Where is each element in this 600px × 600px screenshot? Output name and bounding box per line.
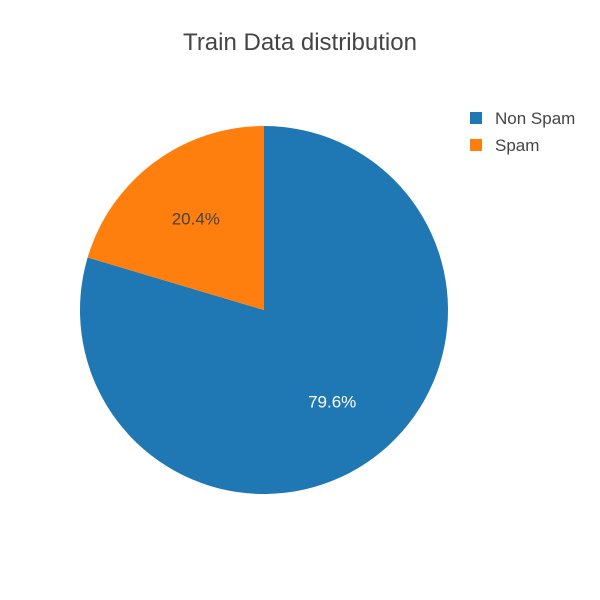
- legend-label-non-spam: Non Spam: [495, 109, 575, 128]
- chart-title: Train Data distribution: [183, 29, 417, 56]
- slice-label-spam: 20.4%: [172, 210, 220, 229]
- pie-slice-spam[interactable]: [87, 126, 264, 310]
- legend-label-spam: Spam: [495, 136, 539, 155]
- legend: Non Spam Spam: [470, 109, 575, 155]
- pie-slice-non-spam[interactable]: [79, 126, 448, 495]
- legend-item-non-spam[interactable]: Non Spam: [470, 109, 575, 128]
- pie-slice-labels: 79.6% 20.4%: [172, 210, 357, 412]
- legend-swatch-spam: [470, 139, 482, 151]
- pie-slices: [79, 126, 448, 495]
- legend-item-spam[interactable]: Spam: [470, 136, 539, 155]
- slice-label-non-spam: 79.6%: [308, 392, 356, 411]
- legend-swatch-non-spam: [470, 112, 482, 124]
